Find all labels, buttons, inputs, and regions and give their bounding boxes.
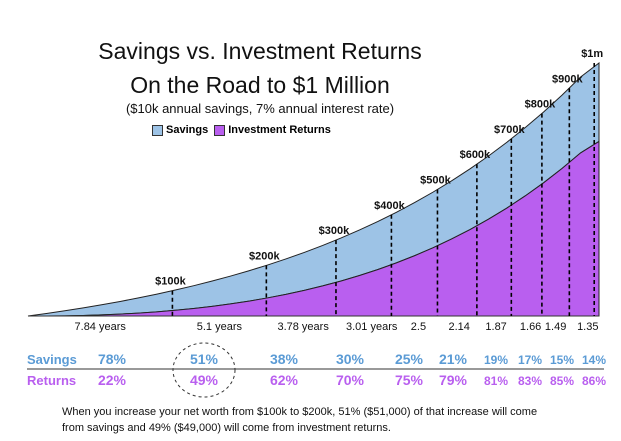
- returns-pct: 70%: [336, 372, 365, 388]
- legend-swatch-returns: [214, 124, 226, 136]
- interval-label: 1.35: [577, 321, 598, 333]
- caption-line-2: from savings and 49% ($49,000) will come…: [62, 422, 391, 434]
- caption-line-1: When you increase your net worth from $1…: [62, 406, 538, 418]
- savings-pct: 15%: [550, 353, 574, 367]
- savings-pct: 25%: [395, 351, 424, 367]
- returns-row-label: Returns: [27, 373, 76, 388]
- interval-label: 5.1 years: [197, 321, 243, 333]
- milestone-label: $800k: [525, 99, 556, 111]
- returns-pct: 85%: [550, 374, 574, 388]
- chart-title-line2: On the Road to $1 Million: [130, 72, 390, 98]
- milestone-label: $1m: [581, 48, 603, 60]
- milestone-label: $500k: [420, 175, 451, 187]
- interval-label: 1.66: [520, 321, 541, 333]
- milestone-label: $400k: [374, 200, 405, 212]
- milestone-label: $300k: [319, 225, 350, 237]
- savings-pct: 38%: [270, 351, 299, 367]
- investment-returns-area: [28, 140, 600, 317]
- milestone-label: $700k: [494, 124, 525, 136]
- savings-pct: 30%: [336, 351, 365, 367]
- legend-label-returns: Investment Returns: [228, 124, 331, 136]
- legend: Savings Investment Returns: [152, 124, 331, 136]
- interval-label: 2.14: [448, 321, 469, 333]
- milestone-label: $600k: [460, 149, 491, 161]
- returns-pct: 79%: [439, 372, 468, 388]
- savings-pct: 21%: [439, 351, 468, 367]
- chart-title: Savings vs. Investment Returns: [98, 38, 422, 64]
- returns-pct: 75%: [395, 372, 424, 388]
- legend-item-returns: Investment Returns: [214, 124, 331, 136]
- legend-label-savings: Savings: [166, 124, 209, 136]
- returns-pct: 83%: [518, 374, 542, 388]
- returns-pct: 62%: [270, 372, 299, 388]
- highlight-ellipse: [172, 342, 236, 398]
- interval-label: 2.5: [411, 321, 426, 333]
- interval-label: 1.49: [545, 321, 566, 333]
- savings-pct: 14%: [582, 353, 606, 367]
- legend-item-savings: Savings: [152, 124, 208, 136]
- returns-pct: 49%: [190, 372, 219, 388]
- interval-label: 1.87: [485, 321, 506, 333]
- savings-pct: 78%: [98, 351, 127, 367]
- legend-swatch-savings: [152, 124, 163, 136]
- milestone-label: $200k: [249, 250, 280, 262]
- savings-pct: 51%: [190, 351, 219, 367]
- returns-pct: 81%: [484, 374, 508, 388]
- milestone-label: $100k: [155, 276, 186, 288]
- caption: When you increase your net worth from $1…: [62, 404, 602, 436]
- interval-label: 7.84 years: [75, 321, 127, 333]
- interval-label: 3.78 years: [277, 321, 329, 333]
- savings-pct: 17%: [518, 353, 542, 367]
- returns-pct: 22%: [98, 372, 127, 388]
- savings-pct: 19%: [484, 353, 508, 367]
- returns-pct: 86%: [582, 374, 606, 388]
- chart-subtitle: ($10k annual savings, 7% annual interest…: [125, 101, 395, 116]
- savings-row-label: Savings: [27, 352, 77, 367]
- interval-label: 3.01 years: [346, 321, 398, 333]
- milestone-label: $900k: [552, 73, 583, 85]
